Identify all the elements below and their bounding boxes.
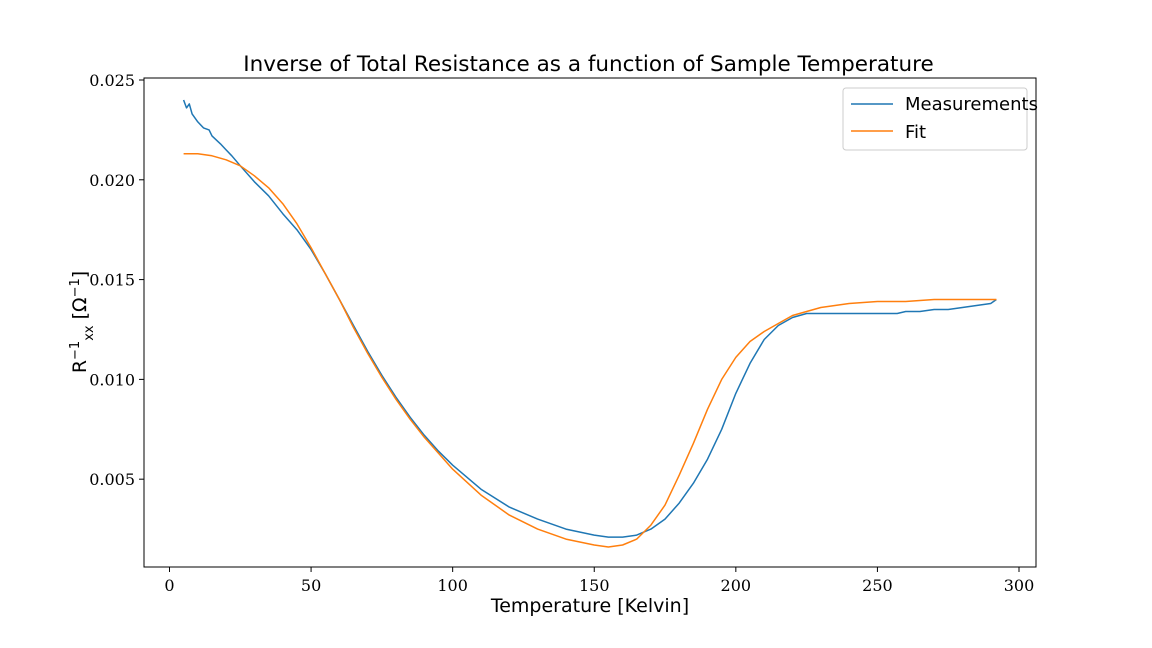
x-tick-label: 200 [721,576,752,595]
x-tick-label: 100 [437,576,468,595]
y-axis-label-unit-superscript: −1 [68,278,83,297]
y-tick-label: 0.020 [89,171,135,190]
legend: Measurements Fit [842,87,1038,151]
x-axis-ticks: 0 50 100 150 200 250 300 [164,567,1034,595]
y-axis-label-unit-open: [Ω [69,297,91,325]
y-axis-ticks: 0.005 0.010 0.015 0.020 0.025 [89,71,144,489]
x-tick-label: 250 [862,576,893,595]
x-tick-label: 300 [1004,576,1035,595]
series-layer [182,99,997,548]
y-axis-label-subscript: xx [82,325,97,341]
chart-title: Inverse of Total Resistance as a functio… [243,52,933,77]
y-tick-label: 0.010 [89,370,135,389]
y-tick-label: 0.005 [89,470,135,489]
legend-label-fit: Fit [905,122,926,143]
x-tick-label: 0 [164,576,174,595]
y-tick-label: 0.015 [89,271,135,290]
y-axis-label: R−1xx [Ω−1] [68,271,97,373]
series-line-fit [183,153,997,548]
legend-label-measurements: Measurements [905,94,1038,115]
x-axis-label: Temperature [Kelvin] [490,595,689,617]
y-axis-label-base: R [69,360,91,373]
y-axis-label-unit-close: ] [69,271,91,278]
y-tick-label: 0.025 [89,71,135,90]
x-tick-label: 50 [301,576,321,595]
y-axis-label-superscript: −1 [68,341,83,360]
series-line-measurements [182,99,997,538]
plot-frame [143,77,1037,568]
x-tick-label: 150 [579,576,610,595]
